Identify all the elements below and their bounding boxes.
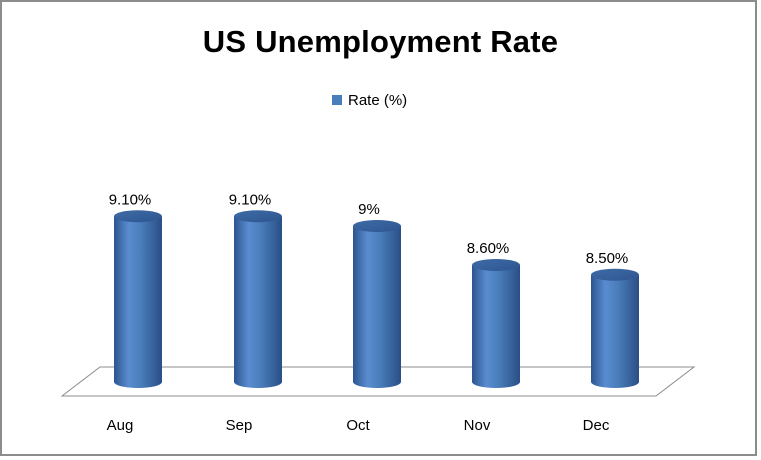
bar-oct [353,220,401,388]
x-tick-label-aug: Aug [107,417,134,434]
bar-aug [114,210,162,388]
bar-top-cap [472,259,520,271]
bar-body [472,265,520,388]
bar-dec [591,268,639,388]
data-label-nov: 8.60% [467,240,510,257]
bar-top-cap [591,268,639,281]
bar-nov [472,259,520,388]
bar-top-cap [353,220,401,232]
data-label-aug: 9.10% [109,191,152,208]
x-tick-label-nov: Nov [464,417,491,434]
bar-body [591,274,639,388]
legend: Rate (%) [332,90,407,110]
bar-sep [234,210,282,388]
legend-label: Rate (%) [348,91,408,109]
chart-title: US Unemployment Rate [202,24,559,59]
x-tick-label-dec: Dec [583,417,610,434]
data-label-dec: 8.50% [586,250,629,267]
data-label-oct: 9% [358,201,380,218]
x-tick-label-oct: Oct [346,417,370,434]
bar-body [114,216,162,388]
x-tick-label-sep: Sep [226,417,253,434]
bar-body [353,226,401,388]
data-label-sep: 9.10% [229,191,272,208]
bar-top-cap [234,210,282,223]
bar-top-cap [114,210,162,223]
legend-swatch [332,95,342,105]
bar-body [234,216,282,388]
